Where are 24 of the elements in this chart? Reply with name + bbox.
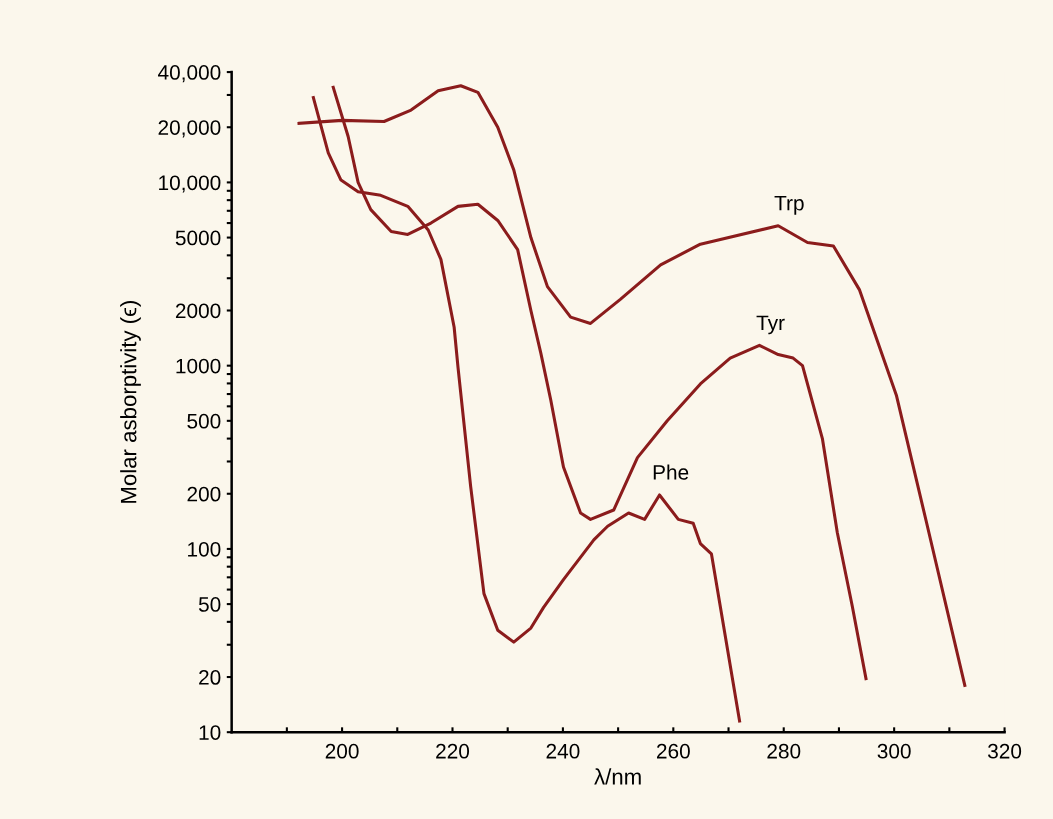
series-label: Phe <box>653 464 689 480</box>
series-label: Trp <box>774 195 804 215</box>
x-tick-label: 200 <box>325 743 359 759</box>
y-tick-label: 500 <box>187 413 221 429</box>
y-tick-label: 1000 <box>176 358 221 374</box>
y-tick-label: 50 <box>198 597 221 612</box>
y-tick-label: 5000 <box>175 230 221 246</box>
y-tick-label: 200 <box>187 486 221 502</box>
y-tick-label: 2000 <box>175 303 221 319</box>
y-axis-title: Molar asborptivity (ϵ) <box>120 301 141 503</box>
y-tick-label: 10 <box>199 725 221 740</box>
x-tick-label: 260 <box>656 743 690 759</box>
x-tick-label: 300 <box>877 743 911 759</box>
y-tick-label: 40,000 <box>158 65 221 83</box>
x-tick-label: 240 <box>546 743 580 759</box>
x-tick-label: 220 <box>436 743 470 759</box>
y-tick-label: 10,000 <box>159 175 221 193</box>
series-label: Tyr <box>756 315 785 335</box>
x-tick-label: 320 <box>987 743 1022 759</box>
x-axis-title: λ/nm <box>594 768 641 785</box>
y-tick-label: 20 <box>199 670 221 685</box>
x-tick-label: 280 <box>767 743 801 759</box>
y-tick-label: 100 <box>188 541 221 557</box>
y-tick-label: 20,000 <box>158 120 221 138</box>
